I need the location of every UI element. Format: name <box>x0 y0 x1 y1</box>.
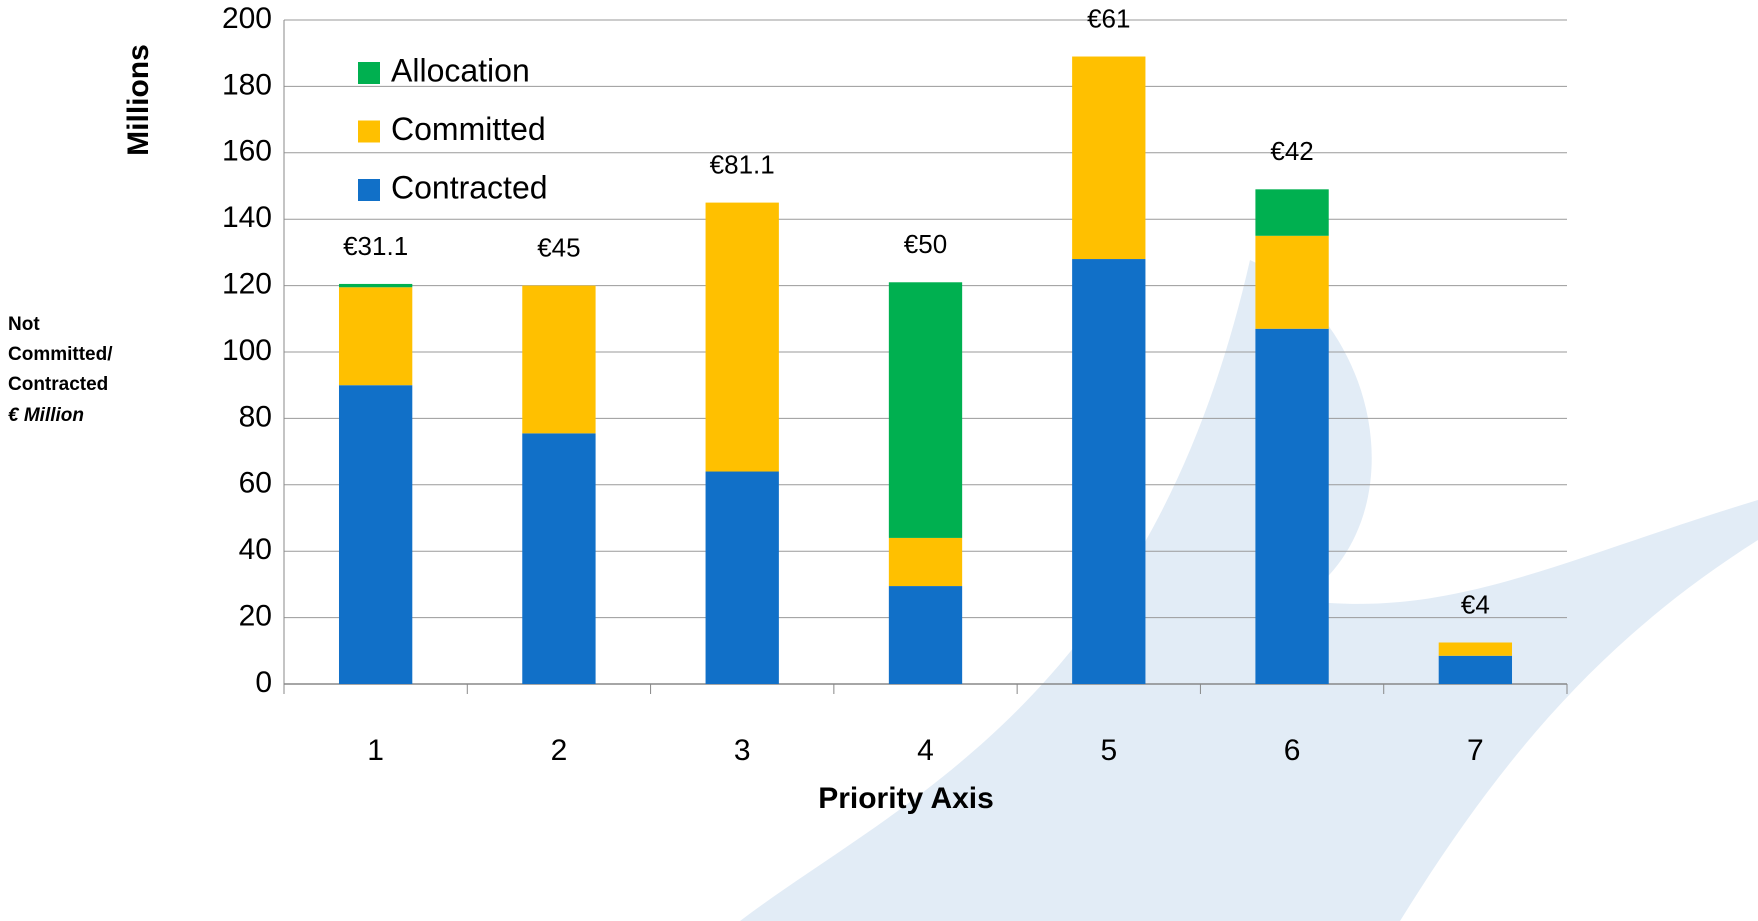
data-label: €81.1 <box>710 149 775 179</box>
legend-swatch <box>358 121 380 143</box>
x-tick-label: 2 <box>551 734 568 767</box>
y-tick-label: 40 <box>239 533 272 566</box>
bar-segment <box>889 538 962 586</box>
legend-swatch <box>358 62 380 84</box>
side-label: Not <box>8 314 40 335</box>
legend-swatch <box>358 179 380 201</box>
chart: Millions Priority Axis Not Committed/ Co… <box>0 0 1758 921</box>
x-tick-label: 7 <box>1467 734 1484 767</box>
x-tick-label: 3 <box>734 734 751 767</box>
bar-segment <box>339 385 412 684</box>
y-tick-label: 160 <box>222 135 272 168</box>
y-tick-label: 120 <box>222 268 272 301</box>
bar-segment <box>339 284 412 287</box>
y-tick-label: 200 <box>222 2 272 35</box>
y-tick-label: 100 <box>222 334 272 367</box>
y-tick-label: 140 <box>222 201 272 234</box>
bar-segment <box>1072 259 1145 684</box>
bar-segment <box>522 433 595 684</box>
bar-segment <box>1072 57 1145 260</box>
data-label: €61 <box>1087 3 1130 33</box>
y-tick-label: 80 <box>239 400 272 433</box>
legend-label: Allocation <box>391 52 530 88</box>
x-axis-title: Priority Axis <box>818 782 994 815</box>
x-tick-label: 1 <box>367 734 384 767</box>
data-label: €4 <box>1461 589 1490 619</box>
bar-segment <box>339 287 412 385</box>
bar-segment <box>1439 643 1512 656</box>
bar-segment <box>1255 329 1328 684</box>
y-tick-label: 180 <box>222 68 272 101</box>
data-label: €50 <box>904 229 947 259</box>
bar-segment <box>522 286 595 434</box>
legend-label: Contracted <box>391 169 548 205</box>
bar-segment <box>706 472 779 684</box>
bar-segment <box>1255 236 1328 329</box>
data-label: €31.1 <box>343 231 408 261</box>
data-label: €45 <box>537 232 580 262</box>
side-label: Committed/ <box>8 344 113 365</box>
data-label: €42 <box>1270 136 1313 166</box>
x-tick-label: 5 <box>1100 734 1117 767</box>
legend-label: Committed <box>391 111 546 147</box>
y-tick-label: 60 <box>239 467 272 500</box>
bar-segment <box>889 586 962 684</box>
bar-segment <box>706 203 779 472</box>
bar-segment <box>1255 189 1328 235</box>
y-tick-label: 0 <box>255 666 272 699</box>
x-tick-label: 6 <box>1284 734 1301 767</box>
bar-segment <box>889 282 962 538</box>
bar-segment <box>1439 656 1512 684</box>
y-tick-label: 20 <box>239 600 272 633</box>
x-tick-label: 4 <box>917 734 934 767</box>
side-label: € Million <box>8 405 84 426</box>
y-axis-title: Millions <box>122 44 155 156</box>
side-label: Contracted <box>8 374 108 395</box>
